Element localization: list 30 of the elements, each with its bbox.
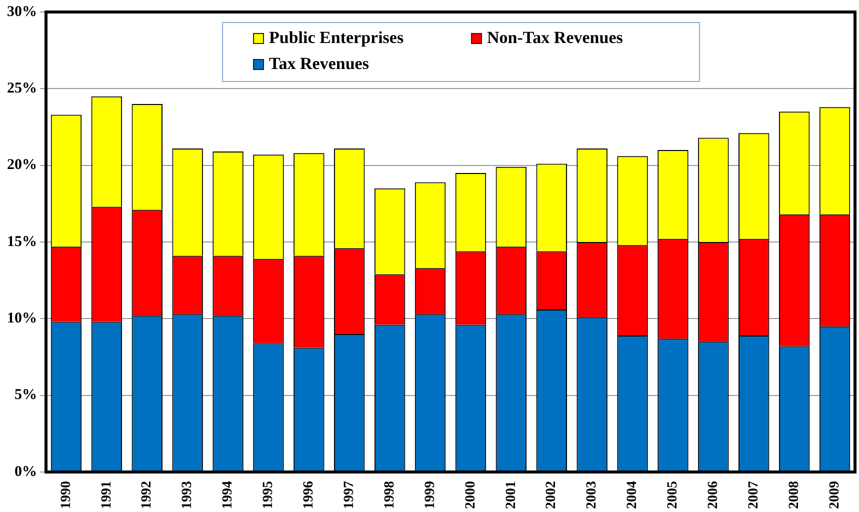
y-tick-label: 5% <box>14 387 37 404</box>
y-tick-label: 10% <box>7 310 37 327</box>
x-tick-label: 1997 <box>342 481 357 509</box>
x-tick-label: 1995 <box>261 481 276 509</box>
x-tick-label: 1998 <box>382 481 398 509</box>
x-tick-label: 1991 <box>99 481 114 509</box>
y-tick-label: 20% <box>7 157 37 174</box>
legend-label: Non-Tax Revenues <box>487 28 623 48</box>
x-tick-label: 2009 <box>827 481 842 509</box>
x-tick-label: 2008 <box>786 481 802 509</box>
legend-label: Tax Revenues <box>269 54 369 74</box>
y-tick-label: 15% <box>7 234 37 250</box>
x-tick-label: 2003 <box>584 481 600 509</box>
x-tick-label: 1993 <box>180 481 196 509</box>
y-tick-label: 30% <box>7 4 37 20</box>
legend-label: Public Enterprises <box>269 28 404 48</box>
x-tick-label: 2007 <box>746 481 762 509</box>
x-tick-label: 1994 <box>220 481 236 509</box>
x-tick-label: 2004 <box>625 481 640 509</box>
x-tick-label: 1992 <box>140 481 155 509</box>
x-tick-label: 2002 <box>544 481 560 509</box>
x-tick-label: 2001 <box>504 481 519 509</box>
x-tick-label: 2000 <box>463 481 478 509</box>
y-tick-label: 0% <box>14 464 37 480</box>
x-tick-label: 2006 <box>706 481 722 509</box>
x-tick-label: 1996 <box>302 481 317 509</box>
x-tick-label: 2005 <box>666 481 681 509</box>
x-tick-label: 1990 <box>58 481 74 509</box>
x-tick-label: 1999 <box>422 481 438 509</box>
y-tick-label: 25% <box>7 80 37 97</box>
